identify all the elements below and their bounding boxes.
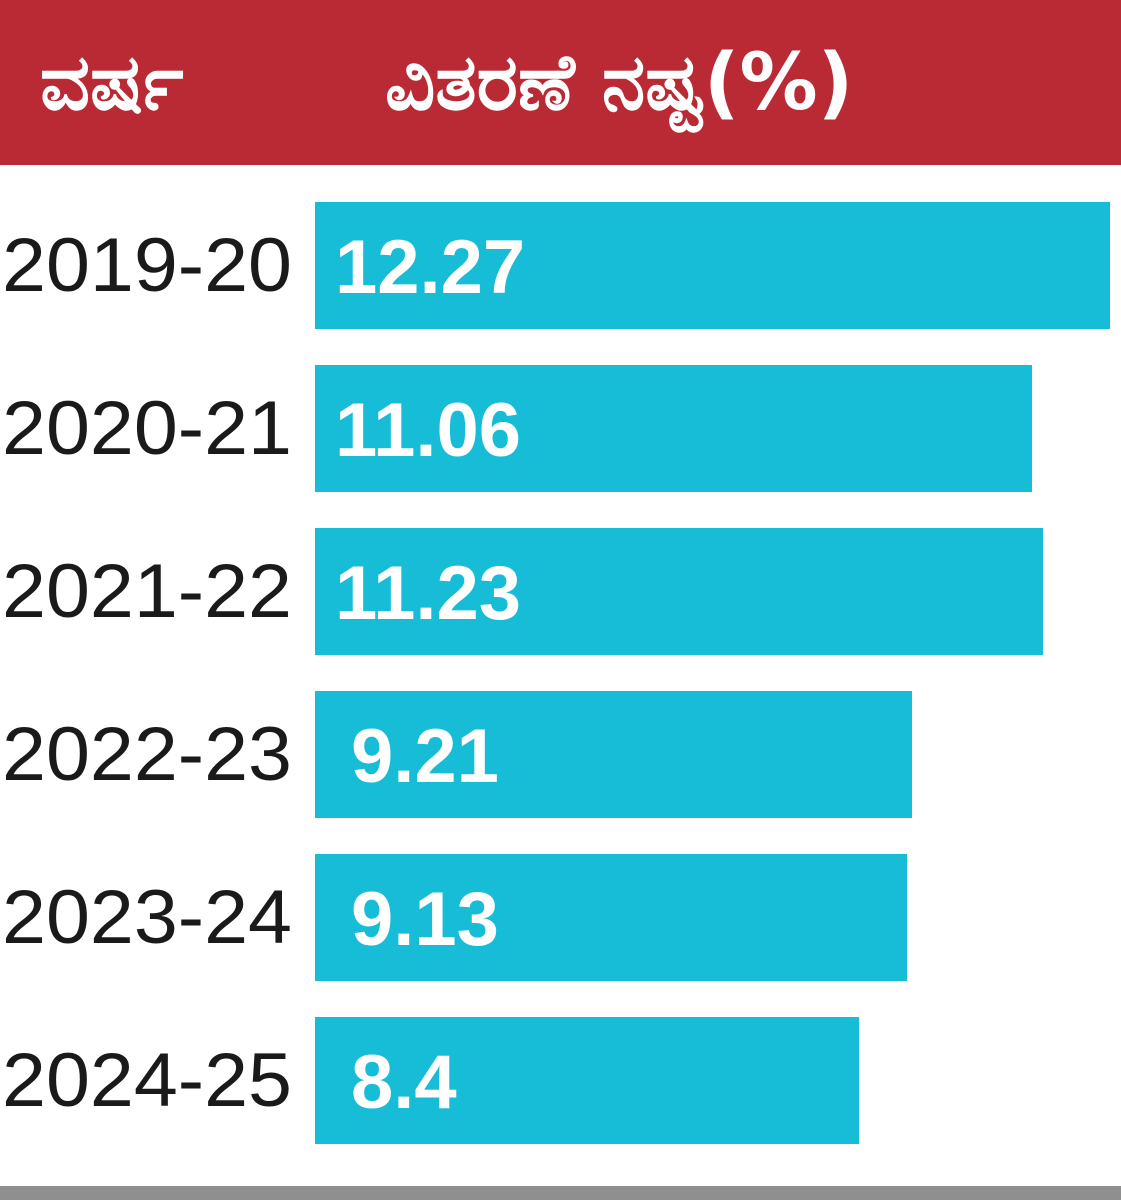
category-label: 2020-21 (2, 386, 292, 471)
bar-2020-21 (315, 365, 1032, 492)
bar-2024-25 (315, 1017, 859, 1144)
category-label: 2021-22 (2, 549, 292, 634)
bar-2022-23 (315, 691, 912, 818)
category-label: 2023-24 (2, 875, 292, 960)
category-label: 2024-25 (2, 1038, 292, 1123)
bar-2021-22 (315, 528, 1043, 655)
value-label: 11.06 (335, 388, 521, 473)
value-label: 11.23 (335, 551, 521, 636)
category-label: 2019-20 (2, 223, 292, 308)
category-label: 2022-23 (2, 712, 292, 797)
bar-2019-20 (315, 202, 1110, 329)
bar-2023-24 (315, 854, 907, 981)
table-header: ವರ್ಷ ವಿತರಣೆ ನಷ್ಟ(%) (0, 0, 1121, 165)
value-label: 9.13 (351, 877, 499, 962)
value-label: 8.4 (351, 1040, 457, 1125)
bars-layer: 2019-20 12.27 2020-21 11.06 2021-22 11.23 2022… (2, 202, 1110, 1144)
bottom-rule (0, 1186, 1121, 1200)
loss-column-header: ವಿತರಣೆ ನಷ್ಟ(%) (385, 38, 854, 128)
year-column-header: ವರ್ಷ (40, 38, 184, 128)
value-label: 12.27 (335, 225, 525, 310)
value-label: 9.21 (351, 714, 499, 799)
